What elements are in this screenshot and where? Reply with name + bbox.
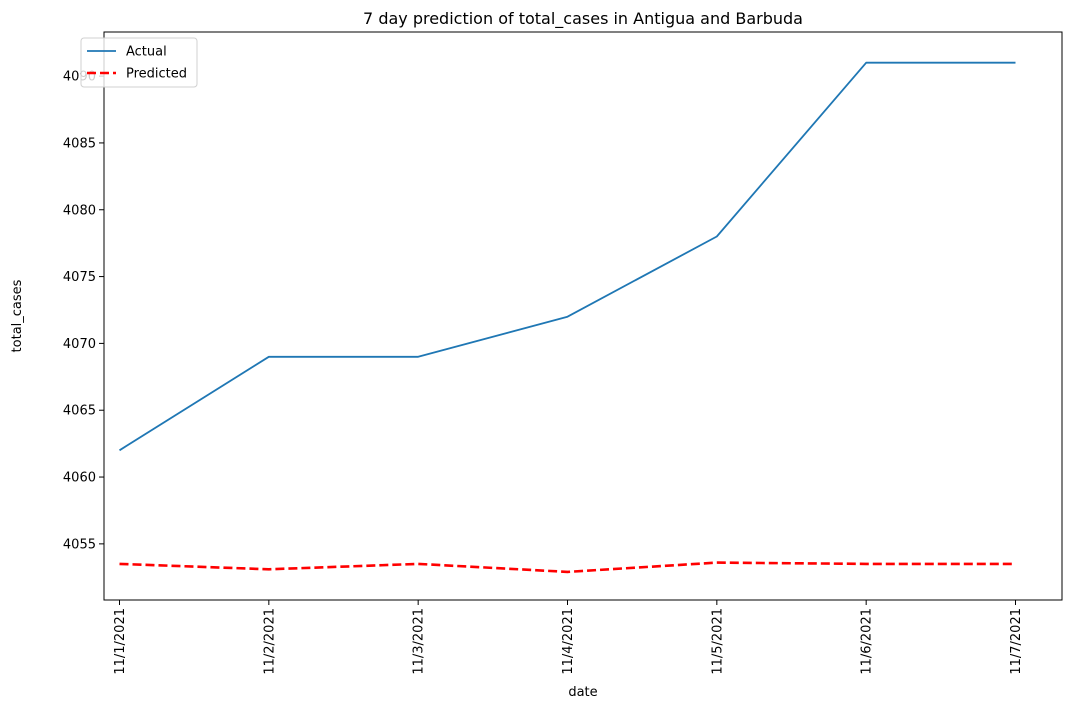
- y-tick-label: 4085: [63, 136, 96, 151]
- y-tick-label: 4070: [63, 337, 96, 352]
- y-axis-label: total_cases: [10, 279, 25, 352]
- legend-label-actual: Actual: [126, 45, 167, 60]
- x-axis-label: date: [568, 685, 597, 700]
- x-tick-label: 11/6/2021: [860, 608, 875, 675]
- x-tick-label: 11/5/2021: [710, 608, 725, 675]
- y-tick-label: 4075: [63, 270, 96, 285]
- x-tick-label: 11/2/2021: [262, 608, 277, 675]
- x-axis-ticks: 11/1/2021 11/2/2021 11/3/2021 11/4/2021 11/5…: [113, 600, 1024, 675]
- y-tick-label: 4080: [63, 203, 96, 218]
- x-tick-label: 11/3/2021: [412, 608, 427, 675]
- y-tick-label: 4055: [63, 537, 96, 552]
- y-tick-label: 4060: [63, 471, 96, 486]
- legend: Actual Predicted: [80, 37, 198, 88]
- legend-label-predicted: Predicted: [126, 67, 187, 82]
- plot-frame: [103, 31, 1063, 601]
- series-line-predicted: [119, 561, 1016, 574]
- x-tick-label: 11/1/2021: [113, 608, 128, 675]
- series-line-actual: [119, 61, 1016, 452]
- chart-title: 7 day prediction of total_cases in Antig…: [363, 9, 803, 29]
- x-tick-label: 11/7/2021: [1009, 608, 1024, 675]
- x-tick-label: 11/4/2021: [561, 608, 576, 675]
- y-tick-label: 4065: [63, 404, 96, 419]
- series-lines: [119, 61, 1016, 574]
